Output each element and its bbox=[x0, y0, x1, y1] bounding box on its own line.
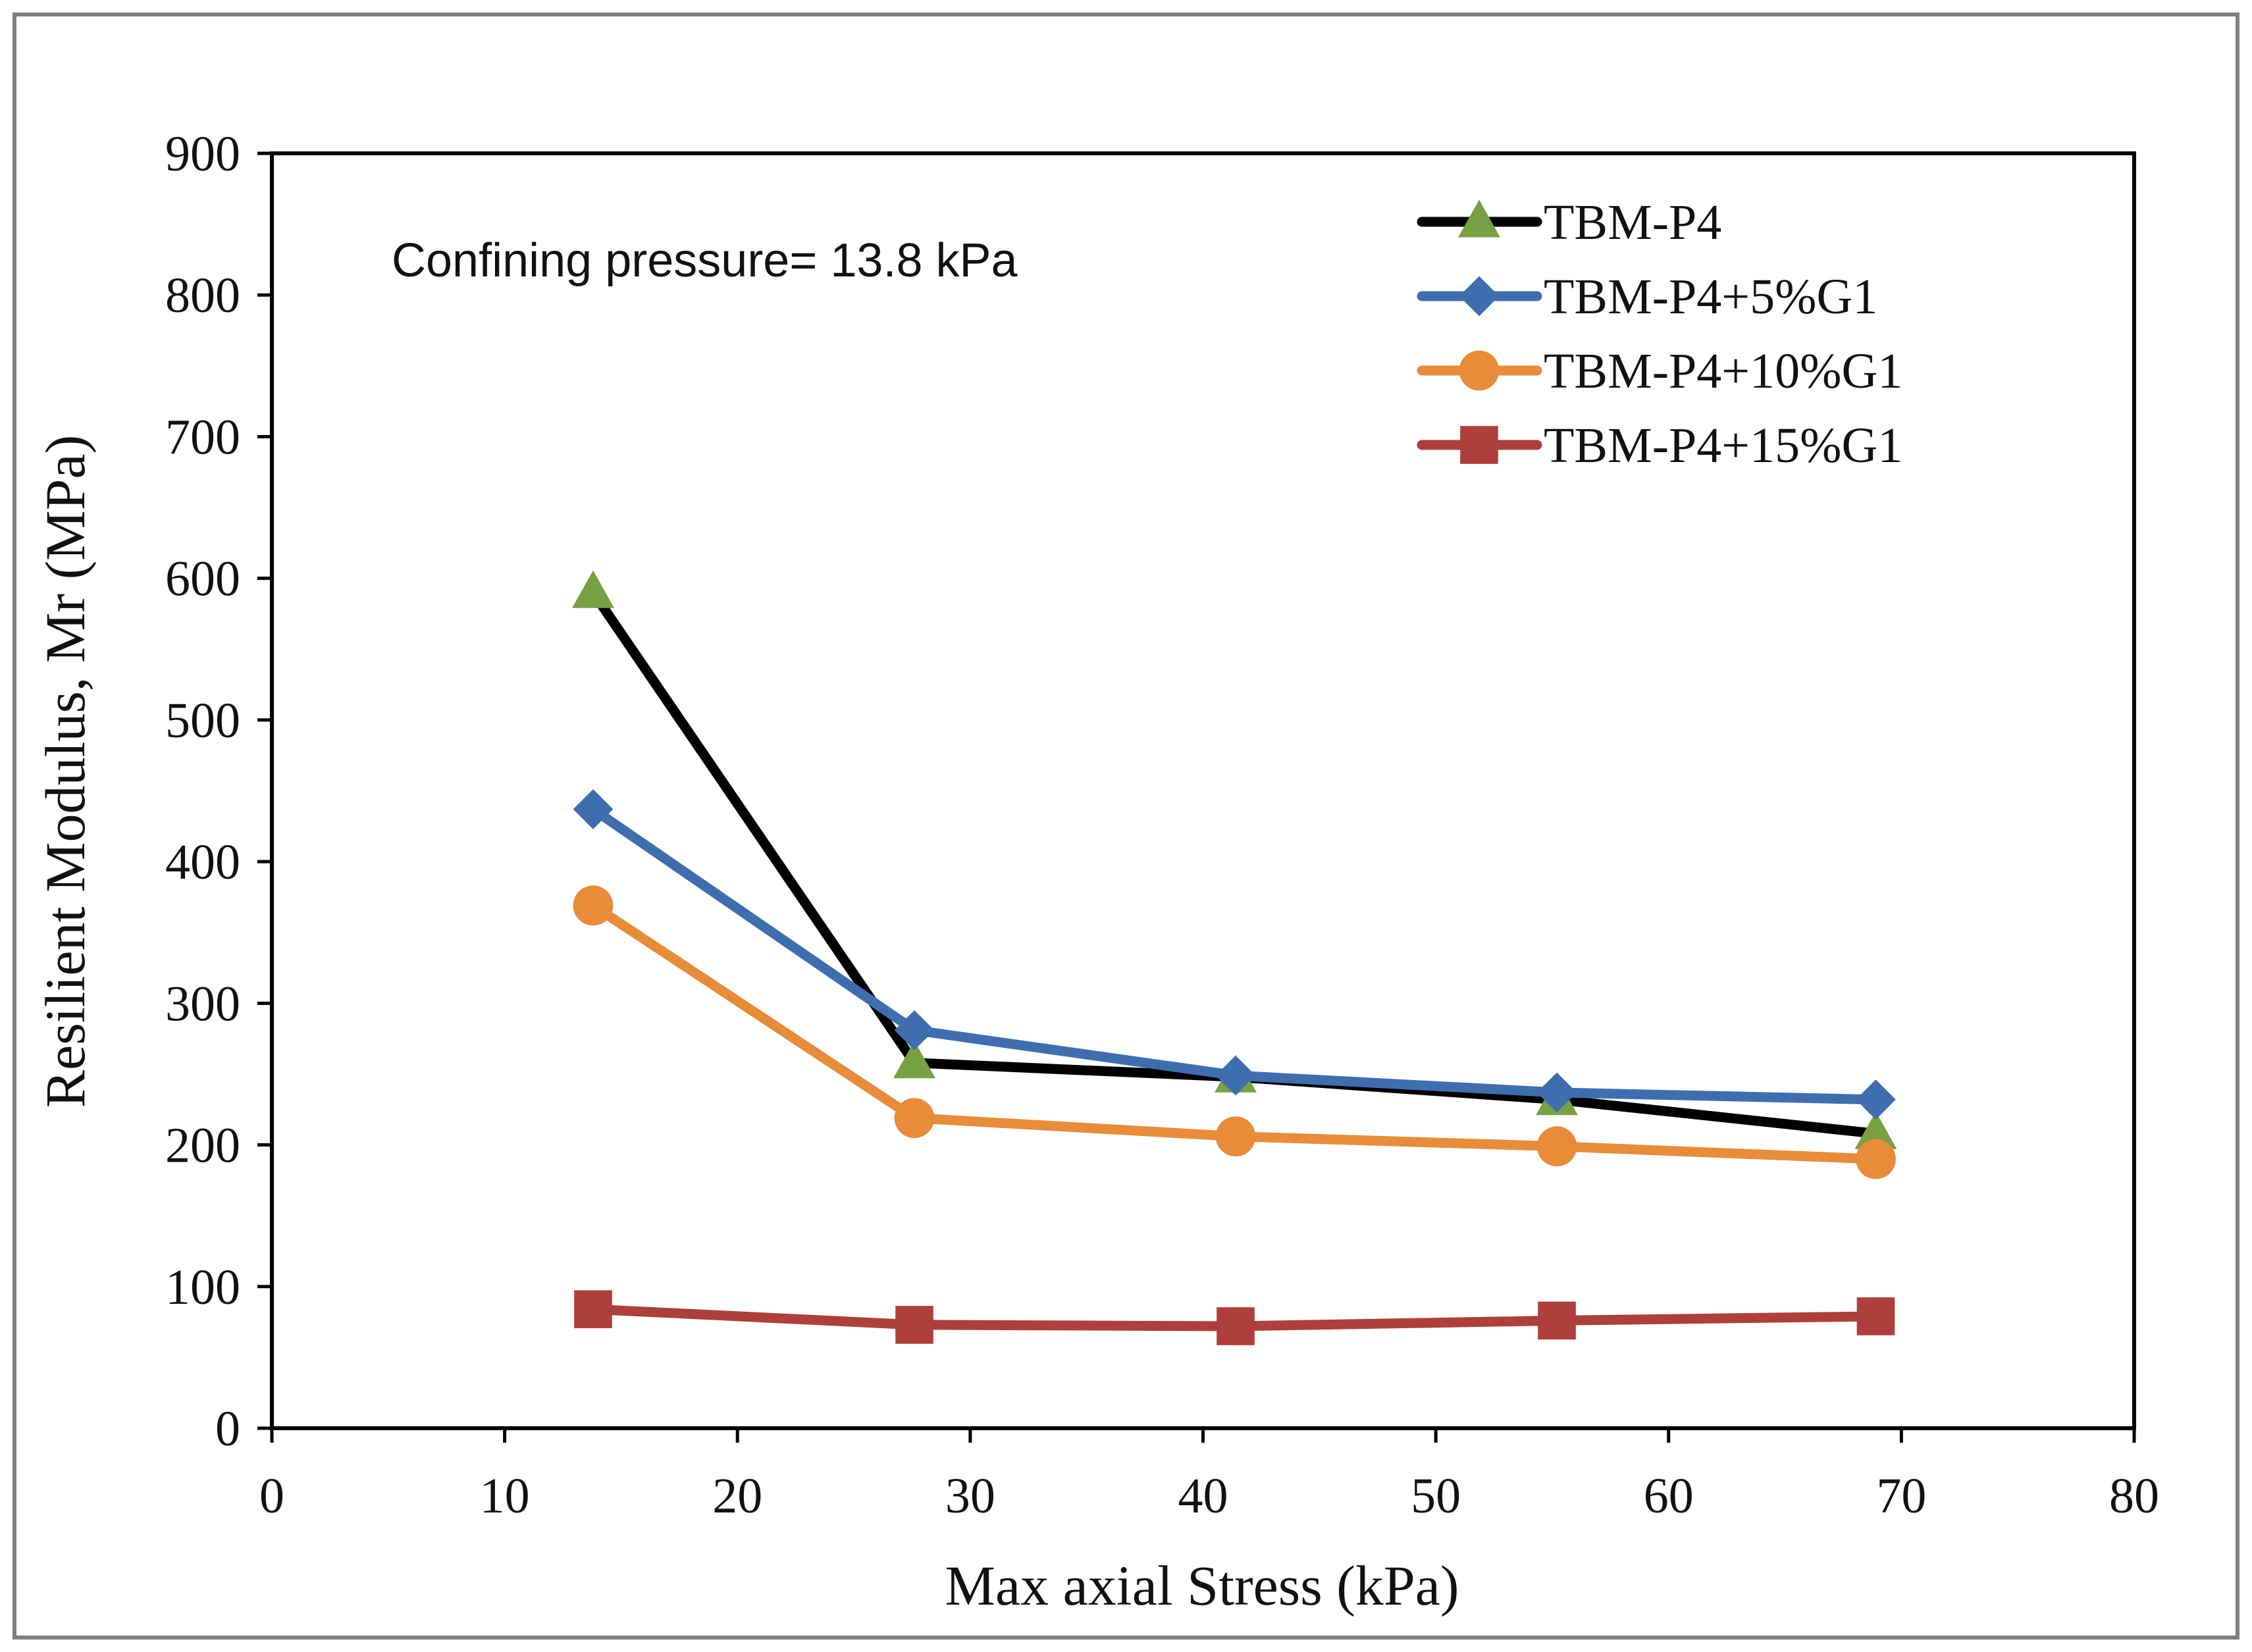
legend: TBM-P4 TBM-P4+5%G1 TBM-P4+10%G1 TBM-P4+15%G… bbox=[1417, 195, 1902, 473]
data-point-tbm-p4-10-g1 bbox=[894, 1098, 935, 1139]
data-point-tbm-p4-15-g1 bbox=[1856, 1297, 1895, 1335]
data-point-tbm-p4-5-g1 bbox=[1856, 1079, 1896, 1120]
x-tick-label: 50 bbox=[1411, 1468, 1461, 1524]
data-point-tbm-p4 bbox=[893, 1041, 935, 1079]
data-point-tbm-p4-15-g1 bbox=[895, 1306, 933, 1344]
series-tbm-p4-15-g1 bbox=[574, 1290, 1895, 1345]
data-point-tbm-p4-10-g1 bbox=[1215, 1116, 1256, 1157]
y-tick-label: 800 bbox=[165, 268, 240, 323]
series-tbm-p4-10-g1 bbox=[573, 885, 1896, 1179]
legend-marker bbox=[1459, 350, 1500, 391]
legend-marker bbox=[1458, 199, 1500, 238]
legend-label: TBM-P4+10%G1 bbox=[1544, 344, 1902, 399]
x-tick-label: 60 bbox=[1644, 1468, 1694, 1524]
legend-item-tbm-p4-10-g1: TBM-P4+10%G1 bbox=[1417, 344, 1902, 399]
y-tick-label: 500 bbox=[165, 693, 240, 748]
legend-item-tbm-p4-15-g1: TBM-P4+15%G1 bbox=[1417, 418, 1902, 473]
y-axis-label: Resilient Modulus, Mr (MPa) bbox=[34, 435, 97, 1108]
y-tick-label: 400 bbox=[165, 835, 240, 890]
series-layer bbox=[572, 570, 1897, 1345]
data-point-tbm-p4-15-g1 bbox=[574, 1290, 612, 1329]
axes: 0 10 20 30 40 50 60 70 8001002003004005006007008… bbox=[165, 126, 2159, 1524]
legend-marker bbox=[1459, 276, 1500, 317]
data-point-tbm-p4-5-g1 bbox=[573, 789, 614, 829]
legend-item-tbm-p4-5-g1: TBM-P4+5%G1 bbox=[1417, 269, 1877, 324]
series-tbm-p4-5-g1 bbox=[573, 789, 1896, 1120]
y-tick-label: 100 bbox=[165, 1260, 240, 1315]
data-point-tbm-p4-5-g1 bbox=[1536, 1072, 1577, 1113]
x-tick-label: 80 bbox=[2109, 1468, 2159, 1524]
y-tick-label: 200 bbox=[165, 1118, 240, 1174]
x-axis-label: Max axial Stress (kPa) bbox=[945, 1554, 1459, 1617]
legend-label: TBM-P4+5%G1 bbox=[1544, 269, 1877, 324]
data-point-tbm-p4-10-g1 bbox=[1536, 1126, 1577, 1167]
data-point-tbm-p4-15-g1 bbox=[1217, 1307, 1255, 1345]
data-point-tbm-p4-10-g1 bbox=[573, 885, 614, 926]
x-tick-label: 20 bbox=[712, 1468, 762, 1524]
data-point-tbm-p4-10-g1 bbox=[1856, 1139, 1896, 1179]
x-tick-label: 10 bbox=[480, 1468, 530, 1524]
y-tick-label: 300 bbox=[165, 976, 240, 1031]
x-tick-label: 0 bbox=[259, 1468, 284, 1524]
y-tick-label: 900 bbox=[165, 126, 240, 182]
legend-label: TBM-P4+15%G1 bbox=[1544, 418, 1902, 473]
y-tick-label: 600 bbox=[165, 552, 240, 607]
data-point-tbm-p4-15-g1 bbox=[1538, 1301, 1576, 1340]
data-point-tbm-p4 bbox=[1854, 1111, 1897, 1149]
data-point-tbm-p4-5-g1 bbox=[1215, 1055, 1256, 1096]
x-tick-label: 40 bbox=[1178, 1468, 1228, 1524]
y-tick-label: 700 bbox=[165, 409, 240, 465]
x-tick-label: 30 bbox=[945, 1468, 995, 1524]
confining-pressure-annotation: Confining pressure= 13.8 kPa bbox=[392, 234, 1018, 287]
legend-item-tbm-p4: TBM-P4 bbox=[1417, 195, 1721, 250]
x-tick-label: 70 bbox=[1876, 1468, 1926, 1524]
legend-label: TBM-P4 bbox=[1544, 195, 1721, 250]
legend-marker bbox=[1460, 426, 1498, 464]
outer-frame bbox=[13, 13, 2239, 1639]
data-point-tbm-p4 bbox=[572, 570, 614, 608]
y-tick-label: 0 bbox=[215, 1401, 240, 1457]
data-point-tbm-p4-5-g1 bbox=[894, 1010, 935, 1050]
